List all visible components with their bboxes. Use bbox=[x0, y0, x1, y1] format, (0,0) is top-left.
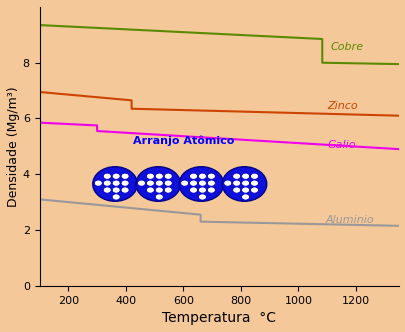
Circle shape bbox=[112, 194, 120, 200]
Circle shape bbox=[241, 194, 249, 200]
Circle shape bbox=[241, 173, 249, 179]
Circle shape bbox=[232, 173, 240, 179]
Circle shape bbox=[250, 180, 258, 186]
Text: Aluminio: Aluminio bbox=[325, 215, 373, 225]
X-axis label: Temperatura  °C: Temperatura °C bbox=[162, 311, 276, 325]
Circle shape bbox=[155, 187, 163, 193]
Circle shape bbox=[189, 180, 197, 186]
Circle shape bbox=[93, 167, 137, 201]
Circle shape bbox=[223, 180, 231, 186]
Circle shape bbox=[103, 180, 111, 186]
Circle shape bbox=[155, 180, 163, 186]
Circle shape bbox=[112, 173, 120, 179]
Circle shape bbox=[164, 180, 172, 186]
Circle shape bbox=[250, 187, 258, 193]
Circle shape bbox=[155, 173, 163, 179]
Circle shape bbox=[222, 167, 266, 201]
Circle shape bbox=[207, 180, 215, 186]
Circle shape bbox=[103, 187, 111, 193]
Circle shape bbox=[189, 187, 197, 193]
Text: Cobre: Cobre bbox=[329, 42, 362, 52]
Text: Galio: Galio bbox=[326, 140, 355, 150]
Text: Zinco: Zinco bbox=[326, 101, 357, 111]
Circle shape bbox=[179, 167, 223, 201]
Circle shape bbox=[198, 173, 206, 179]
Circle shape bbox=[232, 187, 240, 193]
Circle shape bbox=[103, 173, 111, 179]
Circle shape bbox=[180, 180, 188, 186]
Circle shape bbox=[121, 180, 129, 186]
Circle shape bbox=[146, 187, 154, 193]
Circle shape bbox=[94, 180, 102, 186]
Circle shape bbox=[121, 187, 129, 193]
Circle shape bbox=[112, 180, 120, 186]
Circle shape bbox=[207, 187, 215, 193]
Circle shape bbox=[250, 173, 258, 179]
Circle shape bbox=[155, 194, 163, 200]
Y-axis label: Densidade (Mg/m³): Densidade (Mg/m³) bbox=[7, 86, 20, 207]
Circle shape bbox=[207, 173, 215, 179]
Circle shape bbox=[164, 173, 172, 179]
Circle shape bbox=[198, 180, 206, 186]
Circle shape bbox=[232, 180, 240, 186]
Circle shape bbox=[136, 167, 180, 201]
Circle shape bbox=[112, 187, 120, 193]
Circle shape bbox=[146, 180, 154, 186]
Circle shape bbox=[241, 187, 249, 193]
Circle shape bbox=[164, 187, 172, 193]
Circle shape bbox=[198, 187, 206, 193]
Circle shape bbox=[121, 173, 129, 179]
Circle shape bbox=[189, 173, 197, 179]
Text: Arranjo Atômico: Arranjo Atômico bbox=[132, 136, 233, 146]
Circle shape bbox=[241, 180, 249, 186]
Circle shape bbox=[198, 194, 206, 200]
Circle shape bbox=[146, 173, 154, 179]
Circle shape bbox=[137, 180, 145, 186]
